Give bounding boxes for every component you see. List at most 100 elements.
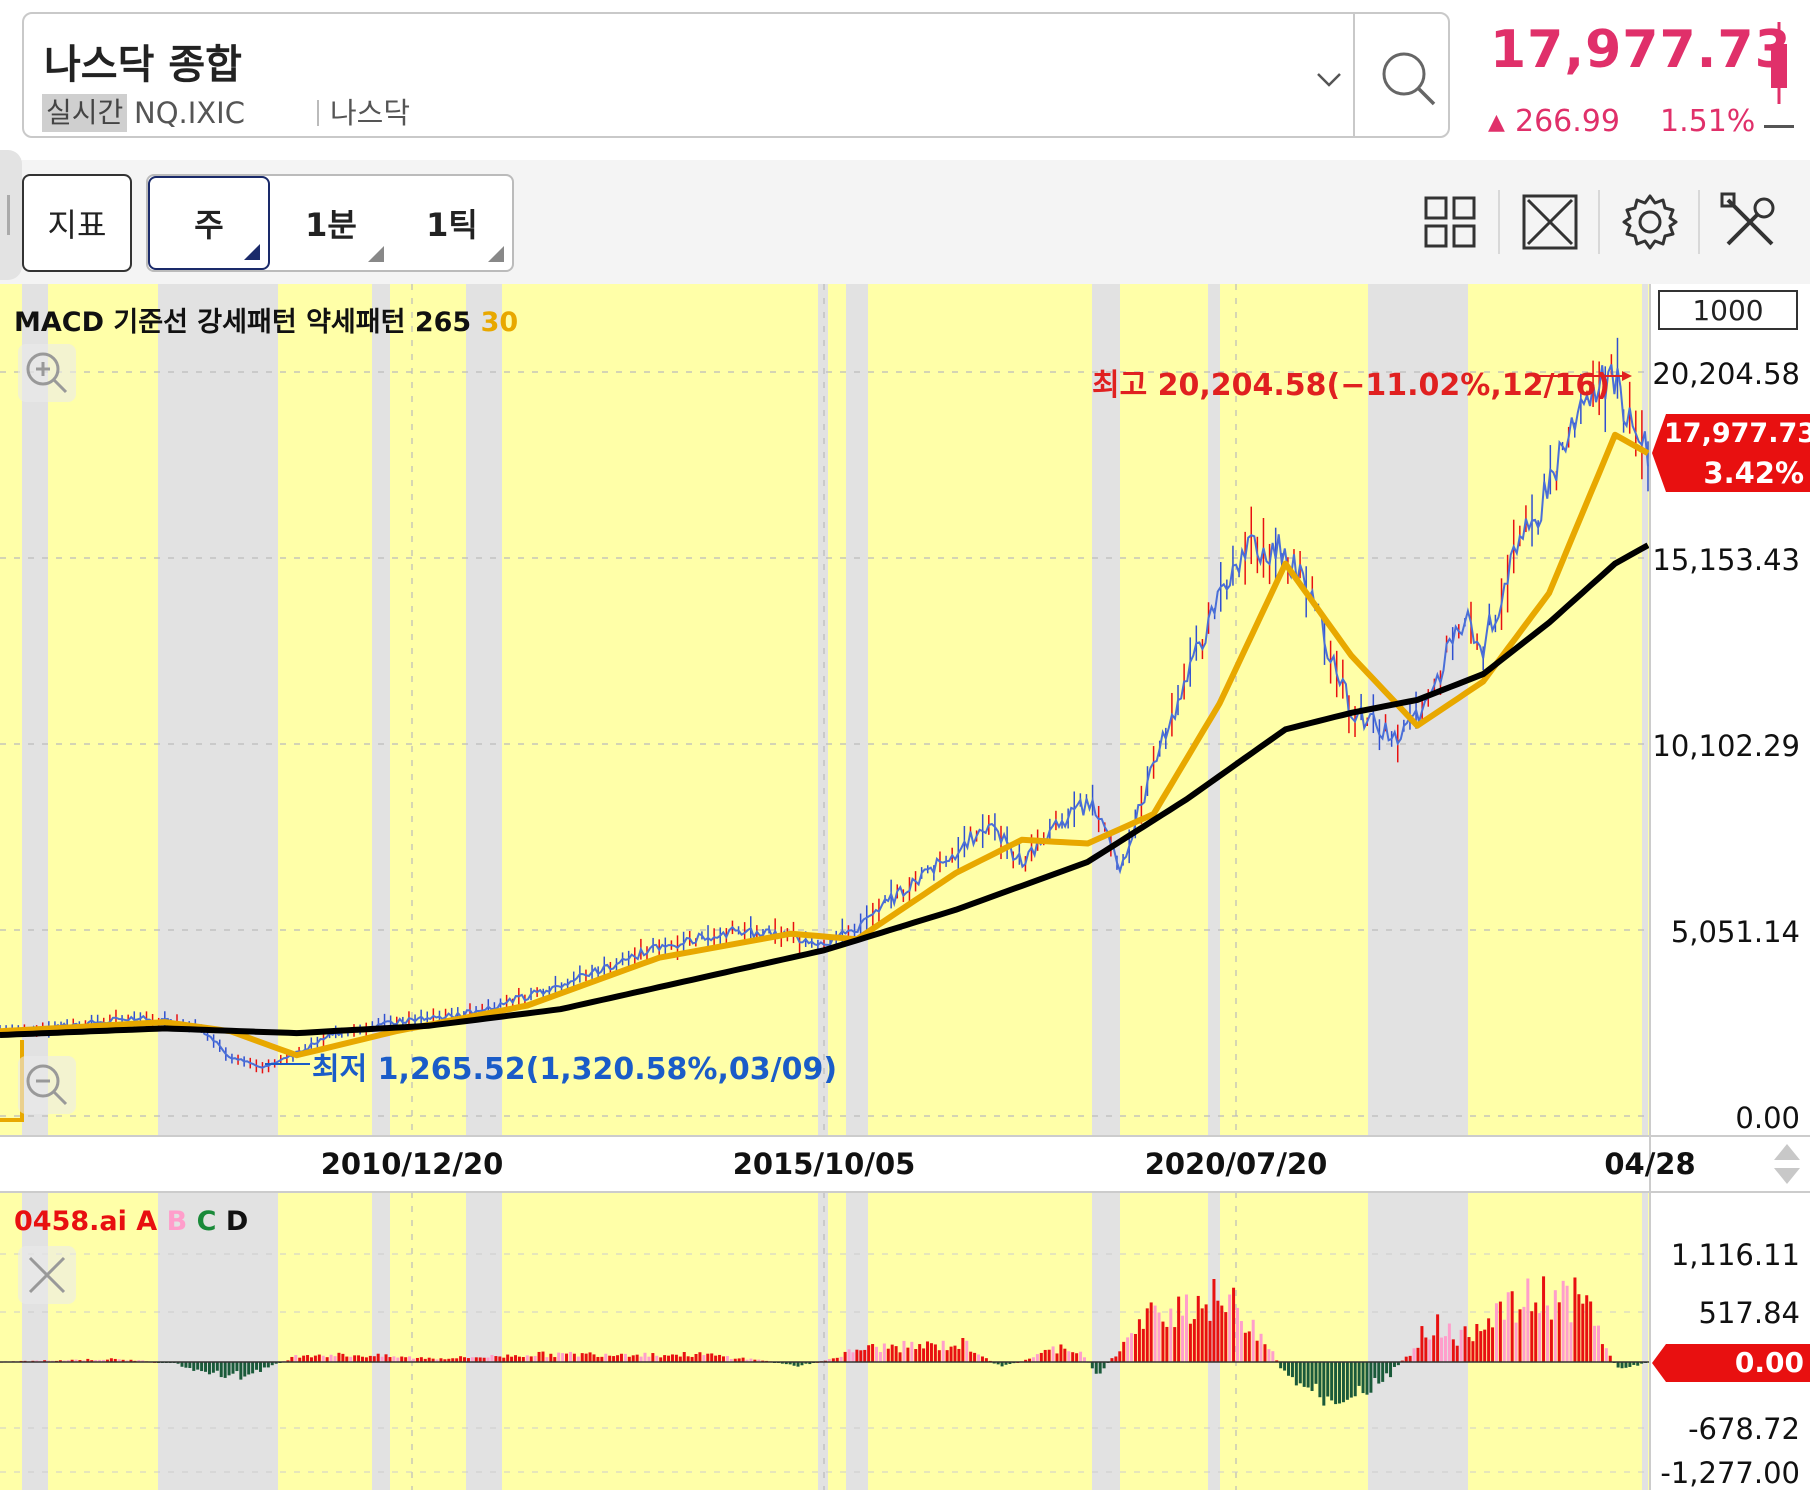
sub-bar [945,1350,949,1362]
sub-bar [1247,1331,1251,1362]
sub-bar [1349,1362,1353,1398]
sub-y-axis-label: 1,116.11 [1671,1238,1800,1272]
main-chart[interactable]: 20,204.58 15,153.43 10,102.29 5,051.14 0.00 2… [0,284,1810,1490]
sub-bar [341,1353,345,1362]
sub-bar [196,1362,200,1370]
period-box[interactable]: 1000 [1658,290,1798,330]
period-week-button[interactable]: 주 [148,176,270,270]
period-1tick-button[interactable]: 1틱 [392,176,512,270]
x-axis-label: 2010/12/20 [321,1147,504,1181]
sub-bar [70,1359,74,1362]
sub-bar [1271,1351,1275,1362]
sub-bar [1408,1355,1412,1362]
side-panel-handle[interactable] [0,150,22,280]
zoom-out-button[interactable] [18,1056,76,1114]
sub-bar [549,1353,553,1362]
index-name: 나스닥 종합 [44,42,242,88]
sub-bar [43,1360,47,1362]
toolbar-divider [1498,190,1500,254]
sub-bar [227,1362,231,1376]
sub-bar [1137,1319,1141,1362]
sub-bar [545,1357,549,1362]
sub-bar [1640,1362,1644,1364]
low-label: 최저 1,265.52(1,320.58%,03/09) [312,1052,838,1087]
search-icon[interactable] [1374,44,1444,114]
sub-bar [922,1348,926,1362]
sub-bar [384,1354,388,1362]
sub-bar [957,1348,961,1362]
sub-bar [211,1362,215,1373]
sub-bar [1181,1315,1185,1362]
sub-bar [204,1362,208,1372]
sub-bar [1593,1325,1597,1362]
sub-bar [1133,1333,1137,1362]
sub-bar [117,1359,121,1362]
sub-bar [973,1352,977,1362]
sub-bar [627,1356,631,1362]
close-icon [28,1256,66,1294]
sub-bar [345,1356,349,1362]
period-1min-button[interactable]: 1분 [270,176,392,270]
sub-legend-name: 0458.ai [14,1206,127,1237]
sub-bar [1585,1295,1589,1362]
settings-gear-icon[interactable] [1618,190,1682,254]
indicator-button[interactable]: 지표 [22,174,132,272]
layout-grid-icon[interactable] [1418,190,1482,254]
zoom-in-button[interactable] [18,344,76,402]
sub-bar [1114,1356,1118,1362]
sub-bar [1498,1301,1502,1362]
sub-bar [1188,1323,1192,1362]
sub-bar [741,1357,745,1362]
sub-bar [349,1356,353,1362]
chevron-down-icon[interactable] [1314,64,1344,94]
sub-bar [510,1356,514,1362]
sub-bar [808,1362,812,1365]
sub-bar [1341,1362,1345,1403]
sub-bar [667,1355,671,1362]
sub-bar [1310,1362,1314,1391]
sub-bar [298,1357,302,1362]
sub-bar [1369,1362,1373,1393]
sub-bar [1518,1309,1522,1362]
sub-bar [1094,1362,1098,1374]
sub-bar [262,1362,266,1368]
macd-legend[interactable]: MACD 기준선 강세패턴 약세패턴 265 30 [14,300,518,339]
sub-bar [600,1356,604,1362]
sub-bar [357,1355,361,1362]
sub-bar [663,1355,667,1362]
sub-bar [1373,1362,1377,1378]
sub-bar [1475,1323,1479,1362]
sub-bar [235,1362,239,1372]
sub-bar [498,1356,502,1362]
sub-legend[interactable]: 0458.ai A B C D [14,1206,248,1237]
close-sub-chart-button[interactable] [18,1246,76,1304]
search-box[interactable]: 나스닥 종합 실시간 NQ.IXIC 나스닥 [22,12,1450,138]
sub-bar [1424,1337,1428,1362]
fullscreen-icon[interactable] [1518,190,1582,254]
sub-bar [835,1357,839,1362]
search-divider [1353,14,1355,136]
sub-bar [1098,1362,1102,1374]
sub-bar [965,1340,969,1362]
sub-bar [258,1362,262,1372]
scroll-updown-icon[interactable] [1770,1140,1804,1188]
sub-bar [1522,1306,1526,1362]
sub-bar [419,1357,423,1362]
sub-bar [302,1355,306,1362]
sub-bar [506,1354,510,1362]
sub-bar [1216,1300,1220,1362]
sub-bar [1385,1362,1389,1374]
sub-bar [482,1357,486,1362]
candle-icon [1771,22,1787,104]
sub-bar [470,1357,474,1362]
sub-bar [1530,1311,1534,1362]
sub-bar [1334,1362,1338,1405]
tools-icon[interactable] [1718,190,1782,254]
sub-legend-b: B [166,1206,188,1237]
sub-bar [105,1359,109,1362]
sub-bar [1632,1362,1636,1365]
sub-bar [247,1362,251,1375]
sub-bar [1059,1344,1063,1362]
sub-bar [686,1356,690,1362]
sub-bar [1377,1362,1381,1384]
